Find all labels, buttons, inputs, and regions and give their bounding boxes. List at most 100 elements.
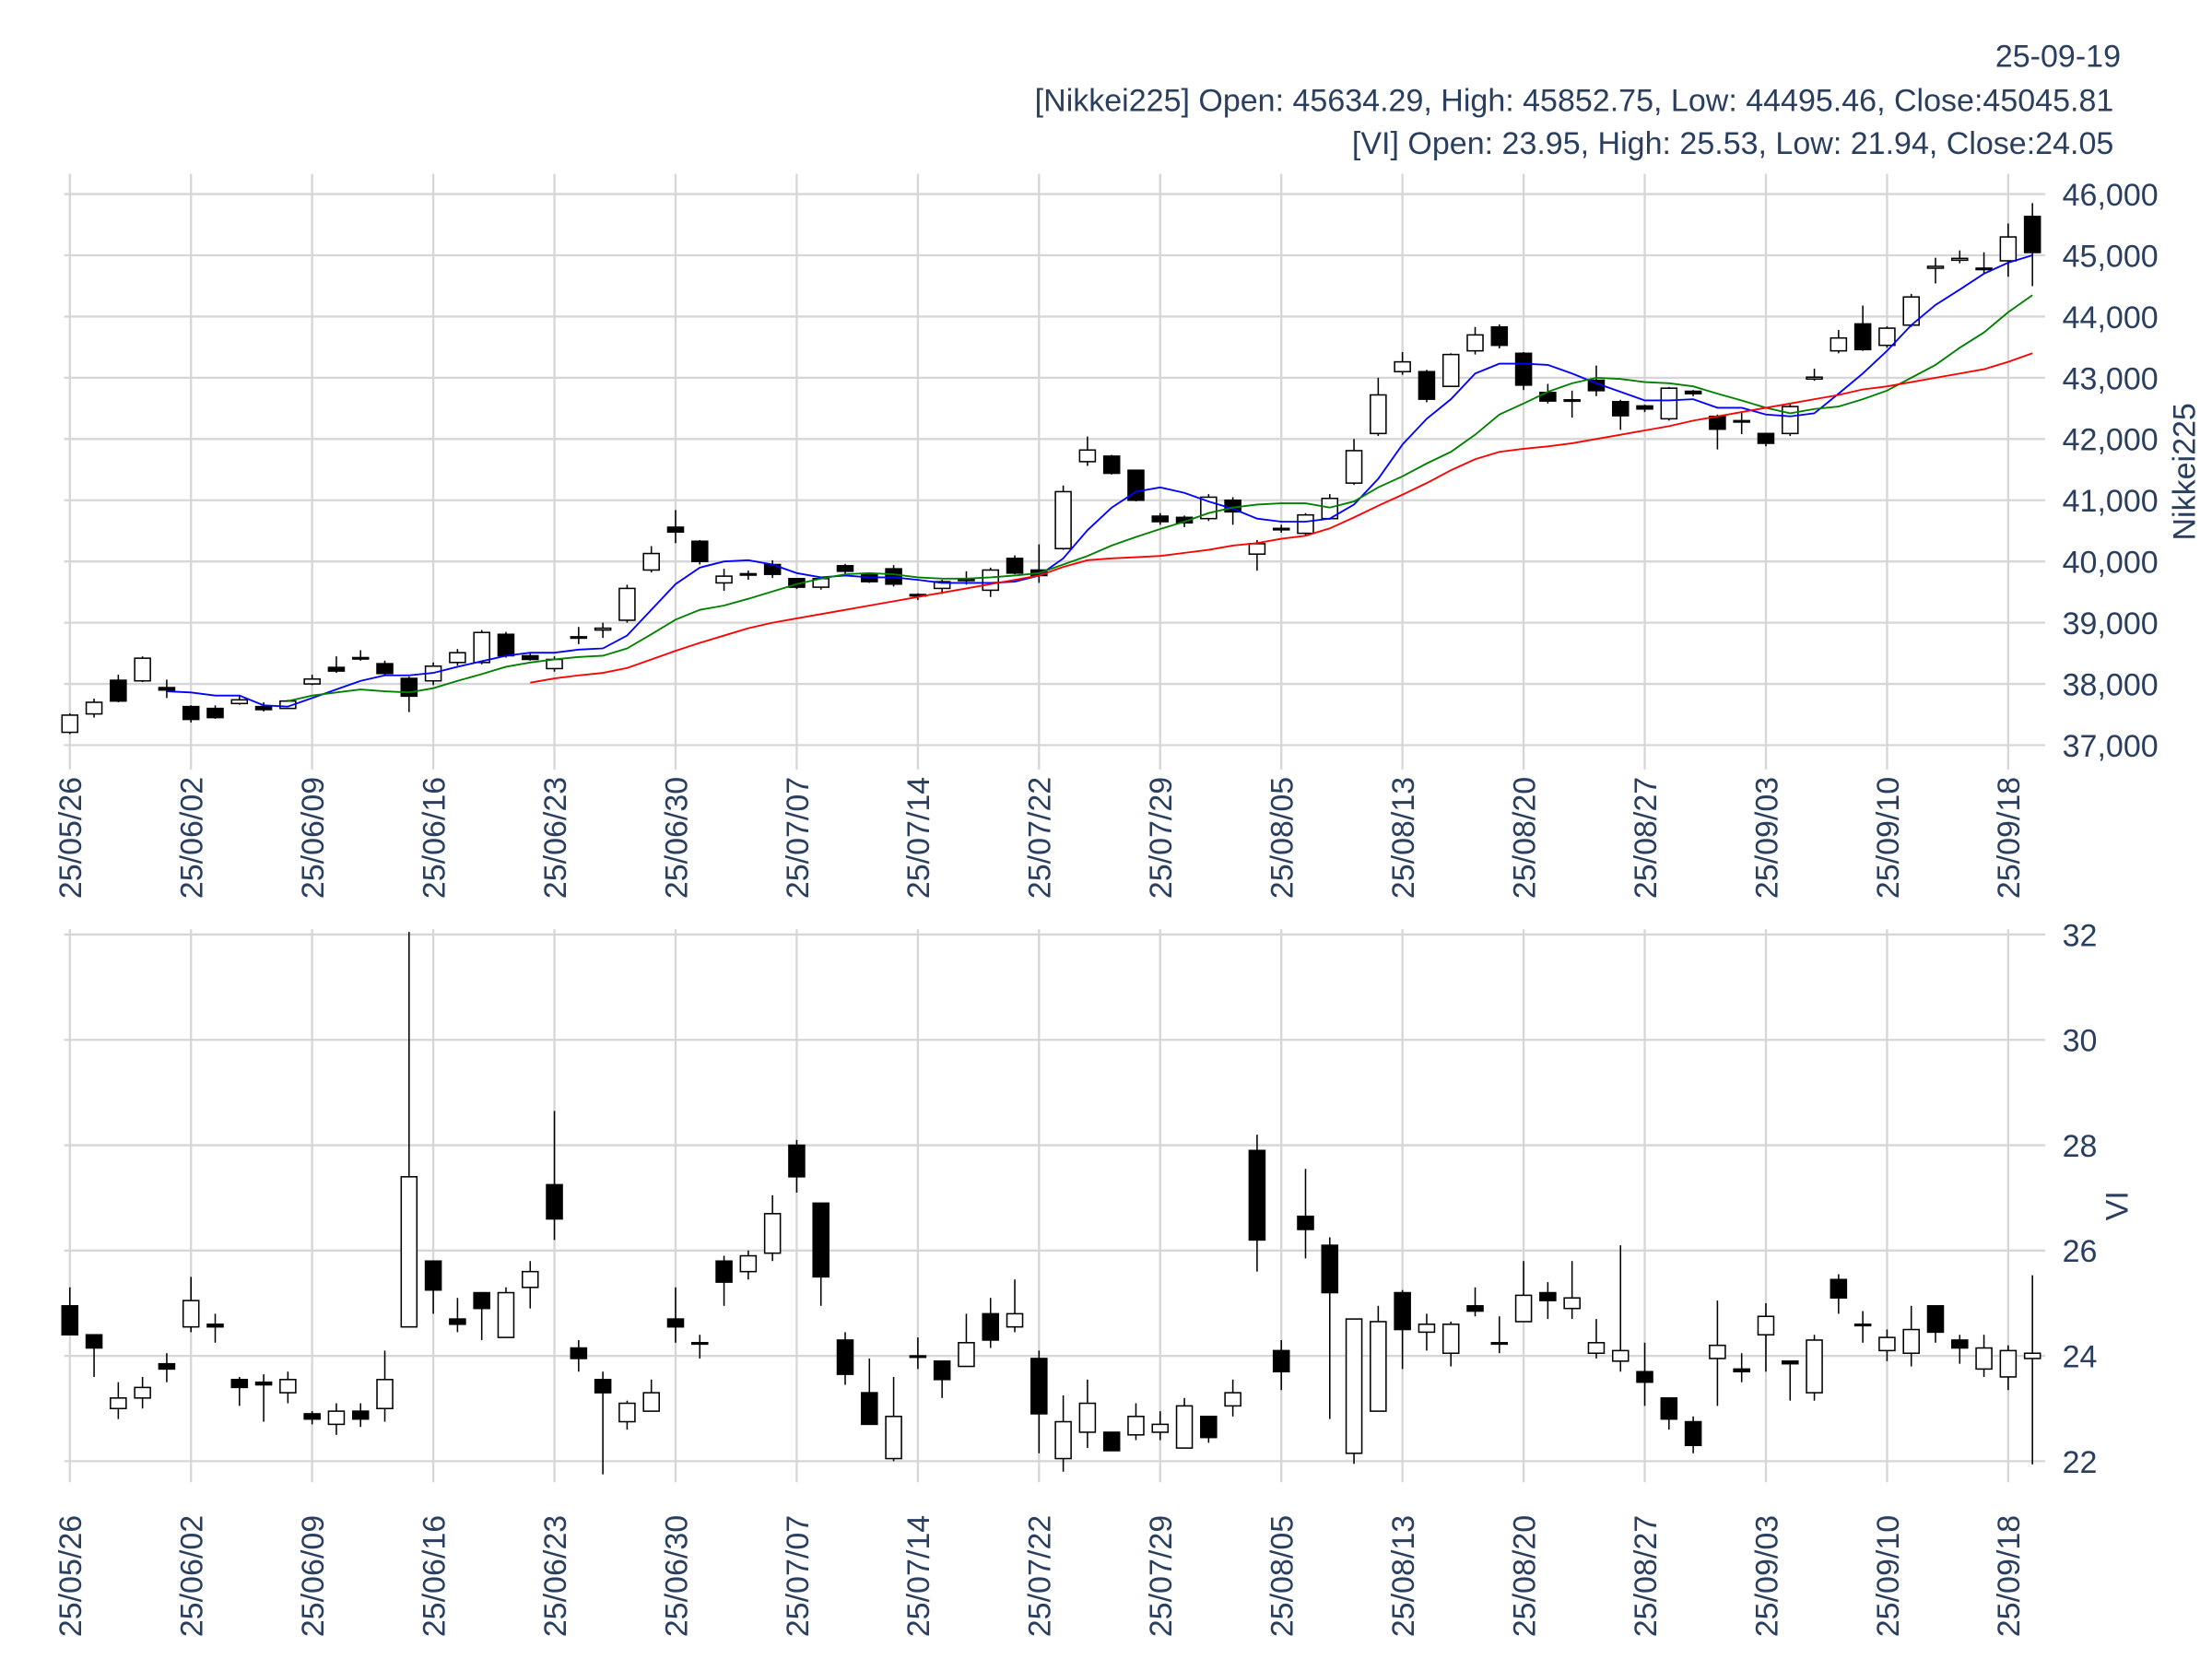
candle-body [85,1334,103,1349]
header-nikkei: [Nikkei225] Open: 45634.29, High: 45852.… [1035,84,2114,119]
candle-body [933,581,951,590]
candle-body [1054,1420,1072,1460]
y-tick-label: 44,000 [2063,300,2159,335]
candle-body [1102,455,1121,475]
candle-body [1926,1305,1945,1334]
candle-body [1611,1349,1630,1362]
candle-body [1806,1339,1823,1394]
y-tick-label: 30 [2063,1024,2098,1059]
candle-body [206,707,224,719]
candle-body [497,633,515,657]
candle-body [691,540,709,562]
candle-body [1781,1360,1799,1365]
candle-body [1127,1416,1145,1436]
candle-body [1297,1215,1314,1230]
candle-body [2023,216,2041,253]
y-axis-title: VI [2100,1191,2136,1220]
x-tick-label: 25/07/14 [901,777,936,899]
candle-body [85,701,103,715]
candle-body [1466,1305,1484,1312]
candle-body [449,652,466,664]
candle-body [1951,257,1969,262]
y-tick-label: 26 [2063,1234,2098,1269]
candle-body [1441,1324,1460,1355]
candle-body [788,1144,806,1178]
candle-body [303,1413,321,1420]
y-tick-label: 41,000 [2063,484,2159,519]
candle-body [1660,387,1678,420]
candle-body [351,1410,370,1420]
y-tick-label: 43,000 [2063,361,2159,396]
candle-body [1781,406,1799,435]
x-tick-label: 25/09/03 [1749,1515,1784,1637]
candle-body [666,1318,685,1328]
y-tick-label: 32 [2063,918,2098,953]
candle-body [1102,1431,1121,1452]
candle-body [546,1183,563,1220]
candle-body [1733,1368,1750,1373]
candle-body [110,679,127,702]
candle-body [1806,376,1823,380]
average-line [166,254,2033,708]
candle-body [1151,515,1170,523]
candle-body [1587,1342,1606,1355]
candle-body [1370,394,1387,435]
candle-body [1611,401,1630,417]
candle-body [1757,1315,1775,1336]
candle-body [1078,449,1097,463]
candle-body [1684,1420,1702,1447]
candle-body [449,1318,466,1325]
x-tick-label: 25/08/05 [1265,777,1300,899]
candle-body [1297,513,1314,535]
candle-body [61,714,79,734]
candle-body [1054,490,1072,550]
candle-body [1224,1392,1241,1407]
average-line [530,352,2033,684]
candle-body [158,687,176,691]
candle-body [473,631,490,664]
x-tick-label: 25/06/16 [417,1515,452,1637]
candle-body [1951,1339,1969,1349]
y-tick-label: 38,000 [2063,667,2159,702]
header-vi: [VI] Open: 23.95, High: 25.53, Low: 21.9… [1352,126,2113,161]
candle-body [158,1362,176,1371]
candle-body [1999,236,2018,262]
candle-body [376,663,394,675]
candle-body [691,1342,709,1346]
candle-body [594,1379,612,1394]
candle-body [1926,265,1945,269]
y-tick-label: 37,000 [2063,729,2159,764]
candle-body [1975,1347,1993,1371]
candle-body [1709,415,1726,430]
candle-body [521,1270,539,1288]
x-tick-label: 25/08/13 [1386,1515,1421,1637]
x-tick-label: 25/07/07 [781,1515,816,1637]
x-tick-label: 25/06/30 [659,1515,694,1637]
candle-body [1539,1291,1557,1301]
candle-body [1563,399,1581,403]
candle-body [1006,558,1024,574]
candle-body [1853,323,1872,351]
candle-body [1175,1405,1194,1449]
candle-body [1151,1423,1170,1433]
candle-body [327,1410,346,1426]
x-tick-label: 25/05/26 [53,1515,88,1637]
y-tick-label: 45,000 [2063,239,2159,274]
candle-body [1878,327,1896,347]
candle-body [570,636,588,640]
candle-body [182,1300,200,1328]
candle-body [206,1324,224,1328]
candle-body [739,1254,758,1273]
x-tick-label: 25/06/09 [296,777,331,899]
candle-body [1830,1278,1848,1300]
candle-body [1660,1397,1678,1420]
candle-body [1370,1321,1387,1412]
x-tick-label: 25/07/07 [781,777,816,899]
candle-body [861,1392,878,1426]
candle-body [1441,353,1460,387]
candle-body [1733,419,1750,423]
candle-body [1636,1371,1653,1383]
candle-body [1345,1318,1363,1454]
candle-body [642,552,660,571]
y-tick-label: 22 [2063,1445,2098,1480]
